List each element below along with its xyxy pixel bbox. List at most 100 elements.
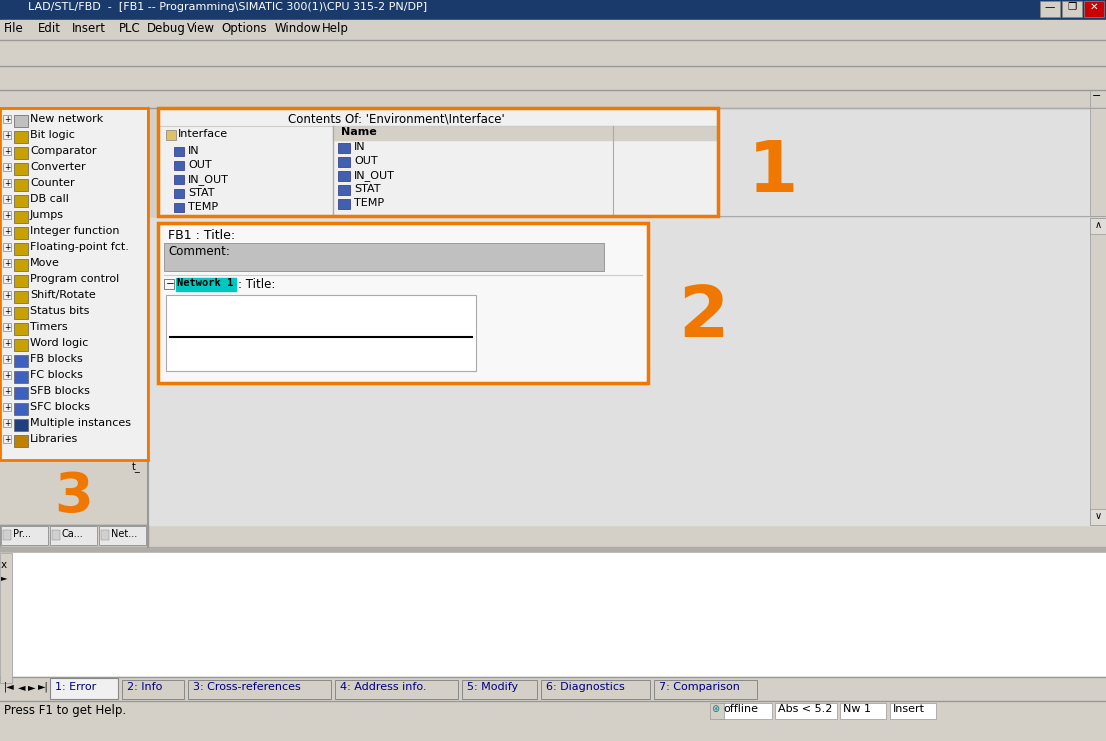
Text: −: − — [166, 279, 175, 289]
Bar — [174, 147, 184, 156]
Bar — [176, 278, 236, 291]
Text: ►: ► — [28, 682, 35, 692]
Bar — [0, 460, 148, 525]
Bar — [3, 195, 11, 203]
Bar — [0, 40, 1106, 66]
Text: Interface: Interface — [178, 129, 228, 139]
Text: +: + — [4, 211, 10, 220]
Bar — [1091, 108, 1106, 216]
Bar — [338, 199, 349, 209]
Text: +: + — [4, 291, 10, 300]
Bar — [1091, 90, 1106, 108]
Text: SFC blocks: SFC blocks — [30, 402, 90, 412]
Text: 3: 3 — [54, 470, 93, 524]
Text: +: + — [4, 115, 10, 124]
Text: OUT: OUT — [188, 160, 211, 170]
Text: +: + — [4, 403, 10, 412]
Text: TEMP: TEMP — [188, 202, 218, 212]
Bar — [3, 131, 11, 139]
Bar — [14, 115, 28, 127]
Bar — [3, 291, 11, 299]
Bar — [158, 223, 648, 383]
Bar — [14, 163, 28, 175]
Text: +: + — [4, 275, 10, 284]
Bar — [166, 130, 176, 140]
Text: 1: 1 — [748, 138, 799, 207]
Bar — [14, 387, 28, 399]
Bar — [0, 525, 148, 547]
Bar — [14, 195, 28, 207]
Text: +: + — [4, 307, 10, 316]
Bar — [158, 108, 718, 216]
Bar — [14, 403, 28, 415]
Bar — [0, 701, 1106, 721]
Text: ∧: ∧ — [1095, 220, 1102, 230]
Text: FB blocks: FB blocks — [30, 354, 83, 364]
Bar — [14, 323, 28, 335]
Bar — [14, 435, 28, 447]
Text: +: + — [4, 355, 10, 364]
Bar — [338, 171, 349, 181]
Bar — [14, 275, 28, 287]
Bar — [3, 227, 11, 235]
Text: +: + — [4, 163, 10, 172]
Bar — [0, 20, 1106, 40]
Bar — [14, 371, 28, 383]
Text: Jumps: Jumps — [30, 210, 64, 220]
Text: New network: New network — [30, 114, 103, 124]
Text: Network 1: Network 1 — [177, 278, 233, 288]
Text: FB1 : Title:: FB1 : Title: — [168, 229, 236, 242]
Bar — [338, 185, 349, 195]
Bar — [158, 223, 648, 383]
Bar — [148, 218, 1106, 525]
Bar — [164, 279, 174, 289]
Bar — [3, 307, 11, 315]
Bar — [3, 403, 11, 411]
Text: IN_OUT: IN_OUT — [354, 170, 395, 181]
Bar — [333, 126, 718, 140]
Text: ✕: ✕ — [1089, 2, 1098, 12]
Text: Bit logic: Bit logic — [30, 130, 75, 140]
Text: —: — — [1045, 2, 1055, 12]
Text: x: x — [1, 560, 7, 570]
Bar — [1084, 1, 1104, 17]
Bar — [655, 680, 757, 699]
Bar — [3, 275, 11, 283]
Bar — [14, 147, 28, 159]
Bar — [14, 227, 28, 239]
Bar — [0, 553, 1106, 683]
Bar — [1091, 218, 1106, 234]
Text: −: − — [1092, 91, 1102, 101]
Text: +: + — [4, 227, 10, 236]
Text: 3: Cross-references: 3: Cross-references — [194, 682, 301, 692]
Text: SFB blocks: SFB blocks — [30, 386, 90, 396]
Bar — [462, 680, 538, 699]
Bar — [50, 678, 118, 699]
Text: IN_OUT: IN_OUT — [188, 174, 229, 185]
Text: +: + — [4, 435, 10, 444]
Bar — [101, 530, 109, 540]
Bar — [3, 179, 11, 187]
Text: Nw 1: Nw 1 — [843, 704, 872, 714]
Bar — [3, 419, 11, 427]
Text: t_: t_ — [132, 463, 140, 473]
Text: Multiple instances: Multiple instances — [30, 418, 131, 428]
Bar — [3, 530, 11, 540]
Text: : Title:: : Title: — [238, 278, 275, 291]
Text: Insert: Insert — [893, 704, 925, 714]
Text: PLC: PLC — [119, 22, 140, 35]
Text: |◄: |◄ — [4, 682, 14, 693]
Text: File: File — [4, 22, 23, 35]
Bar — [0, 66, 1106, 90]
Bar — [14, 259, 28, 271]
Text: offline: offline — [723, 704, 758, 714]
Bar — [0, 677, 1106, 701]
Text: Converter: Converter — [30, 162, 85, 172]
Bar — [3, 243, 11, 251]
Text: 6: Diagnostics: 6: Diagnostics — [546, 682, 625, 692]
Text: Libraries: Libraries — [30, 434, 79, 444]
Bar — [123, 680, 184, 699]
Text: Help: Help — [322, 22, 348, 35]
Text: Floating-point fct.: Floating-point fct. — [30, 242, 129, 252]
Text: 4: Address info.: 4: Address info. — [341, 682, 427, 692]
